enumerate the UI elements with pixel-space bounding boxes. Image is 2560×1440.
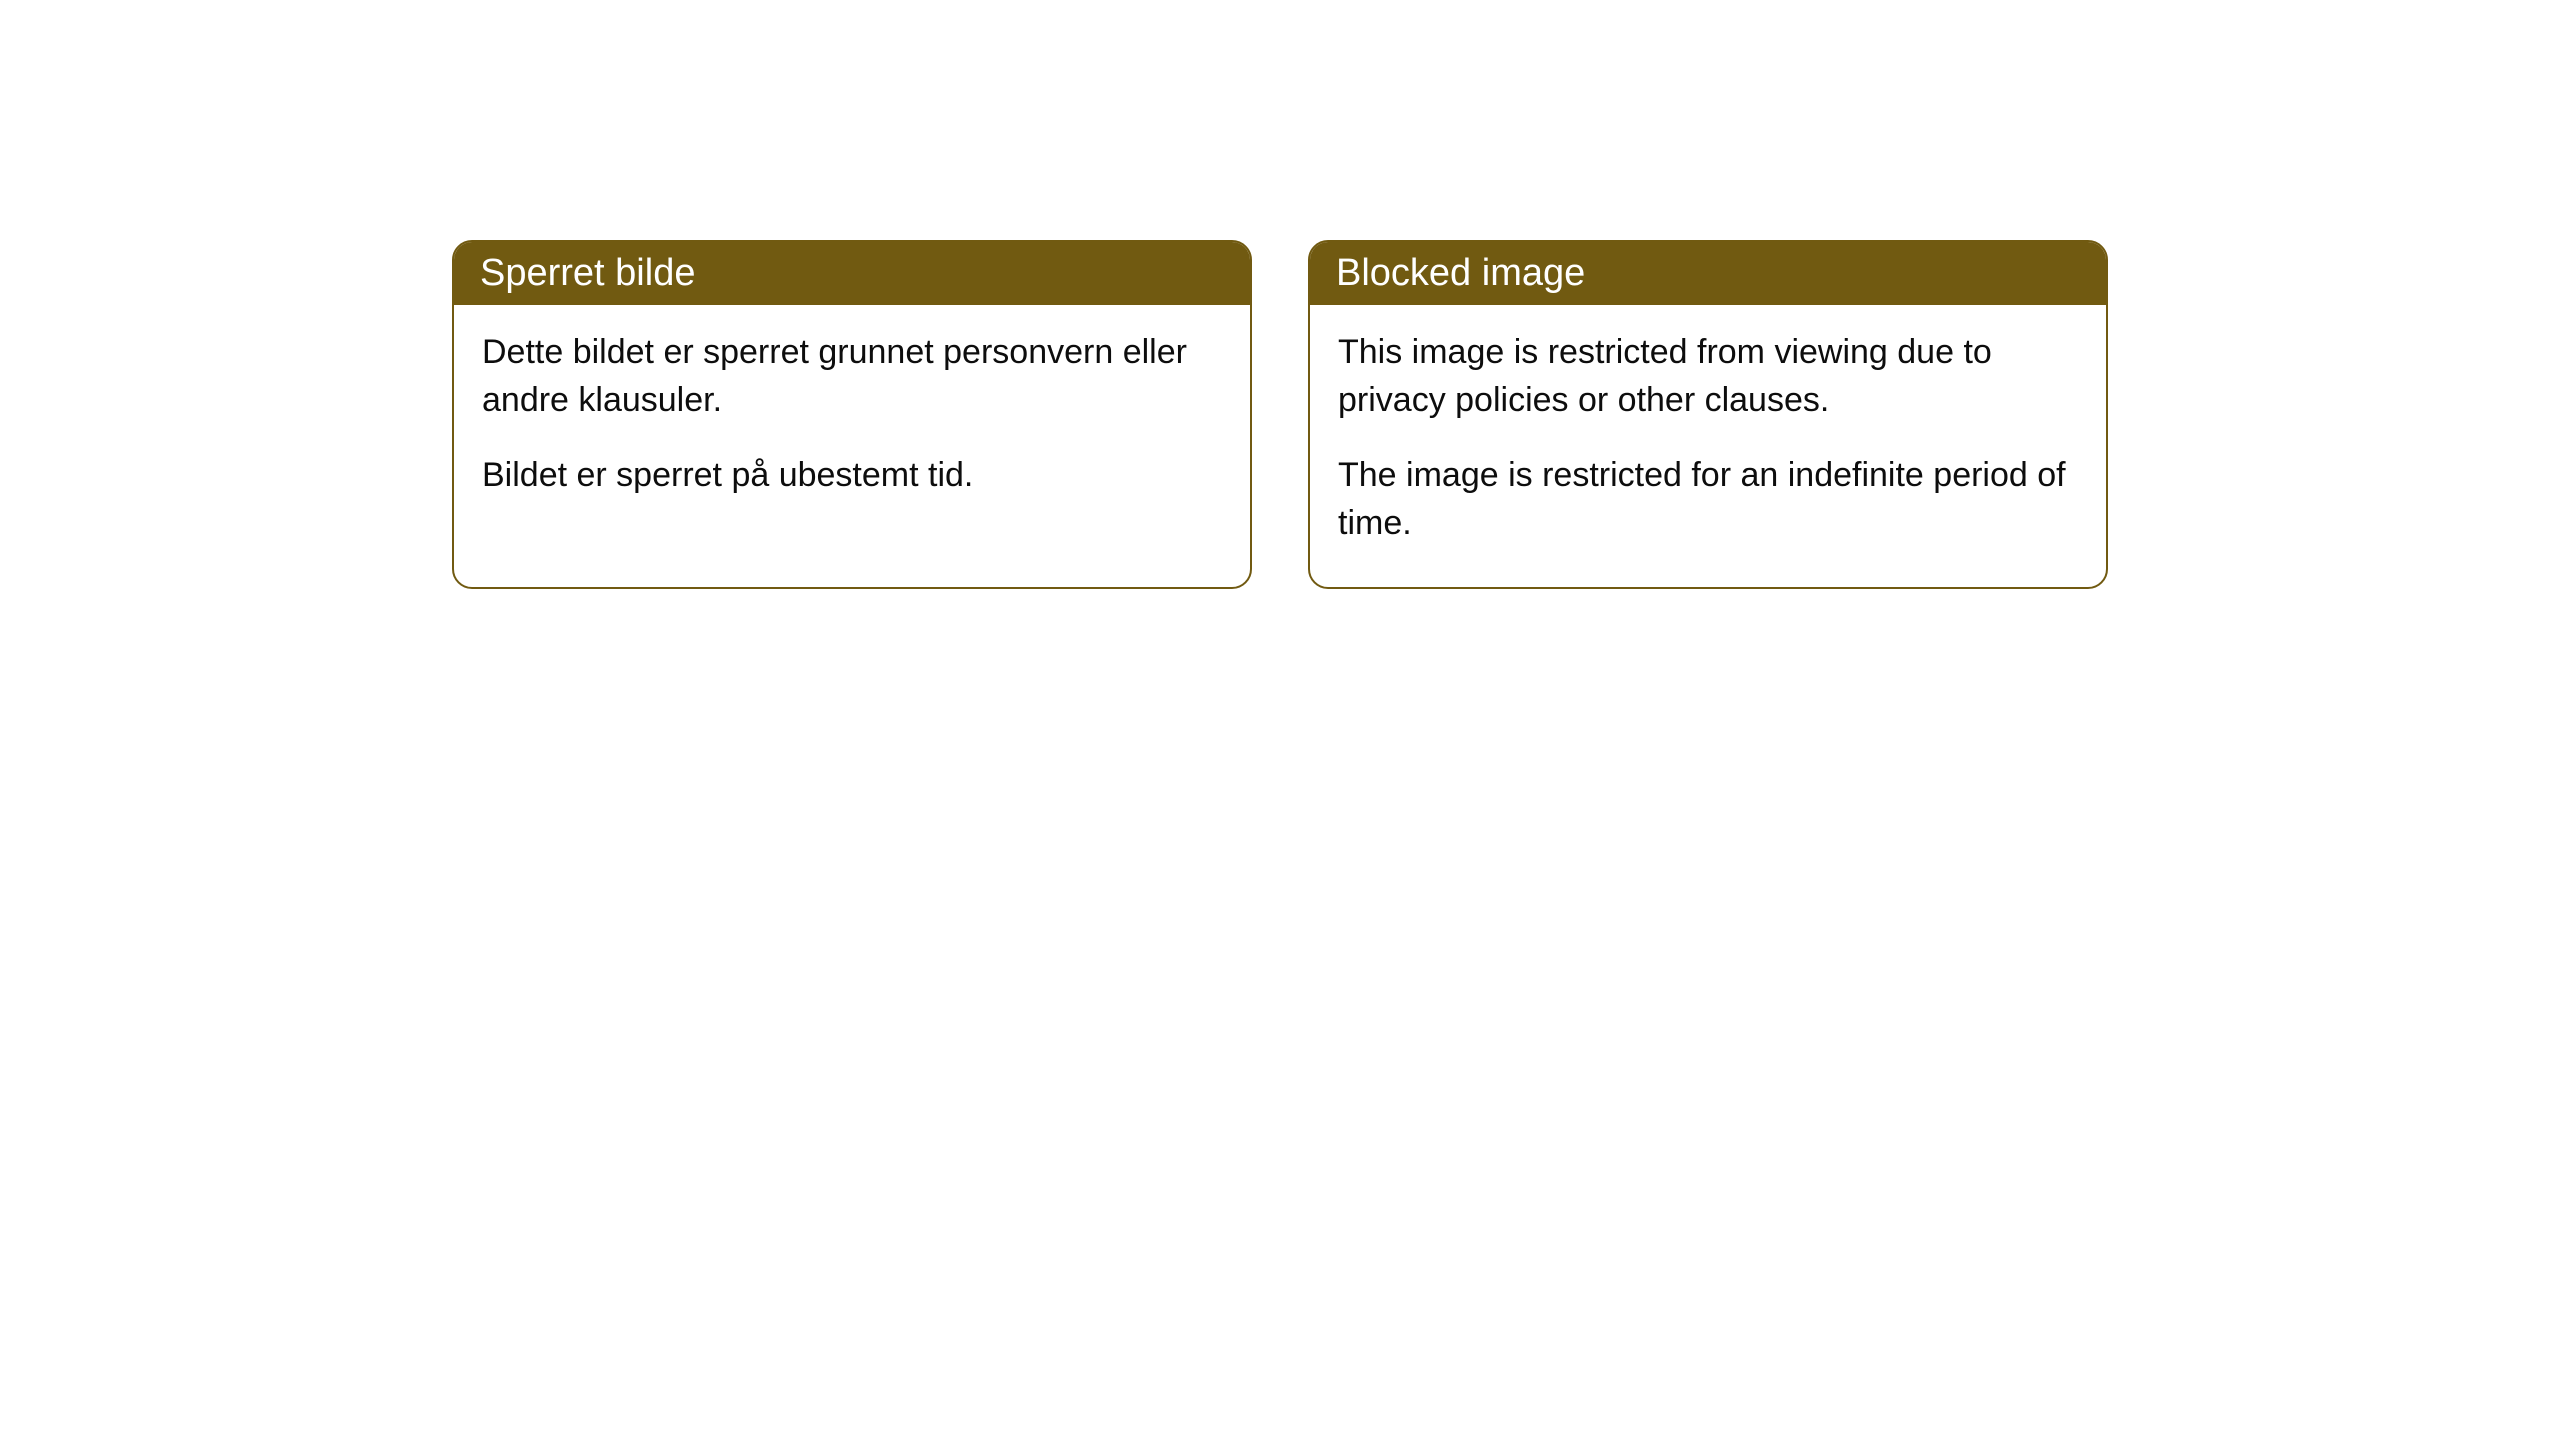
card-paragraph: Dette bildet er sperret grunnet personve… bbox=[482, 329, 1222, 424]
card-paragraph: The image is restricted for an indefinit… bbox=[1338, 452, 2078, 547]
blocked-image-card-norwegian: Sperret bilde Dette bildet er sperret gr… bbox=[452, 240, 1252, 589]
card-header-english: Blocked image bbox=[1310, 242, 2106, 305]
card-body-norwegian: Dette bildet er sperret grunnet personve… bbox=[454, 305, 1250, 540]
notice-cards-container: Sperret bilde Dette bildet er sperret gr… bbox=[0, 240, 2560, 589]
card-title: Sperret bilde bbox=[480, 252, 695, 294]
card-body-english: This image is restricted from viewing du… bbox=[1310, 305, 2106, 587]
card-paragraph: This image is restricted from viewing du… bbox=[1338, 329, 2078, 424]
blocked-image-card-english: Blocked image This image is restricted f… bbox=[1308, 240, 2108, 589]
card-paragraph: Bildet er sperret på ubestemt tid. bbox=[482, 452, 1222, 500]
card-header-norwegian: Sperret bilde bbox=[454, 242, 1250, 305]
card-title: Blocked image bbox=[1336, 252, 1585, 294]
